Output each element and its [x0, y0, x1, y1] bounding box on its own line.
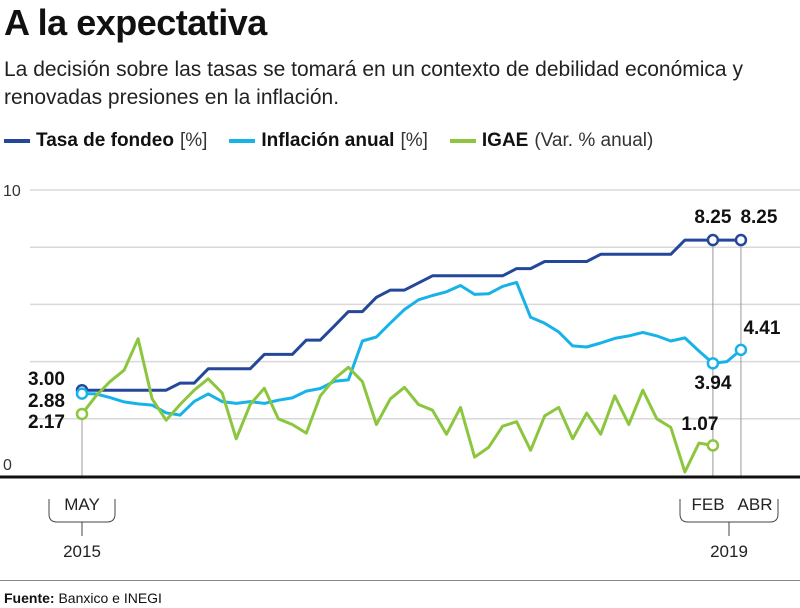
divider — [0, 580, 800, 581]
legend-swatch — [229, 139, 256, 143]
x-tick-label: FEB — [691, 495, 724, 514]
source-label: Fuente: — [4, 590, 55, 606]
legend-label: IGAE — [481, 130, 529, 151]
legend-item-igae: IGAE (Var. % anual) — [449, 130, 654, 152]
series-line-1 — [81, 280, 742, 417]
source-note: Fuente: Banxico e INEGI — [4, 590, 162, 606]
x-tick-label: MAY — [64, 495, 100, 514]
series-line-0 — [82, 238, 741, 392]
legend-item-inflacion-anual: Inflación anual [%] — [229, 130, 428, 152]
data-point-marker — [706, 439, 720, 452]
chart-subtitle: La decisión sobre las tasas se tomará en… — [4, 58, 743, 109]
data-label: 4.41 — [743, 318, 780, 339]
data-label: 8.25 — [694, 207, 731, 228]
data-label: 2.17 — [28, 412, 65, 433]
source-text: Banxico e INEGI — [58, 590, 162, 606]
series-line-2 — [80, 337, 714, 474]
data-point-marker — [734, 343, 748, 357]
legend-swatch — [4, 139, 30, 143]
legend-unit: [%] — [400, 130, 428, 151]
legend-item-tasa-de-fondeo: Tasa de fondeo [%] — [4, 130, 207, 152]
data-label: 2.88 — [28, 391, 65, 412]
legend-swatch — [449, 139, 476, 143]
x-tick-label: 2019 — [710, 542, 748, 561]
chart-title: A la expectativa — [4, 2, 267, 43]
data-point-marker — [734, 233, 748, 247]
data-label: 3.94 — [694, 373, 731, 394]
legend-unit: [%] — [179, 130, 208, 151]
x-bracket — [48, 499, 116, 536]
legend-label: Inflación anual — [261, 130, 395, 151]
legend: Tasa de fondeo [%] Inflación anual [%] I… — [4, 130, 653, 152]
x-bracket — [679, 499, 779, 536]
x-tick-label: ABR — [738, 495, 773, 514]
data-point-marker — [706, 233, 720, 247]
legend-unit: (Var. % anual) — [534, 130, 654, 151]
y-tick-label: 10 — [3, 183, 21, 200]
x-tick-label: 2015 — [63, 542, 101, 561]
legend-label: Tasa de fondeo — [36, 130, 174, 151]
data-point-marker — [75, 387, 89, 400]
line-chart: 10 0 3.002.882.17 8.25 8.25 3.94 4.41 1.07 MAY 20… — [0, 183, 800, 561]
data-label: 8.25 — [740, 207, 777, 228]
data-label: 1.07 — [681, 414, 718, 435]
y-tick-label: 0 — [3, 457, 12, 474]
data-point-marker — [706, 357, 720, 370]
data-point-marker — [75, 407, 89, 421]
data-label: 3.00 — [28, 369, 65, 390]
